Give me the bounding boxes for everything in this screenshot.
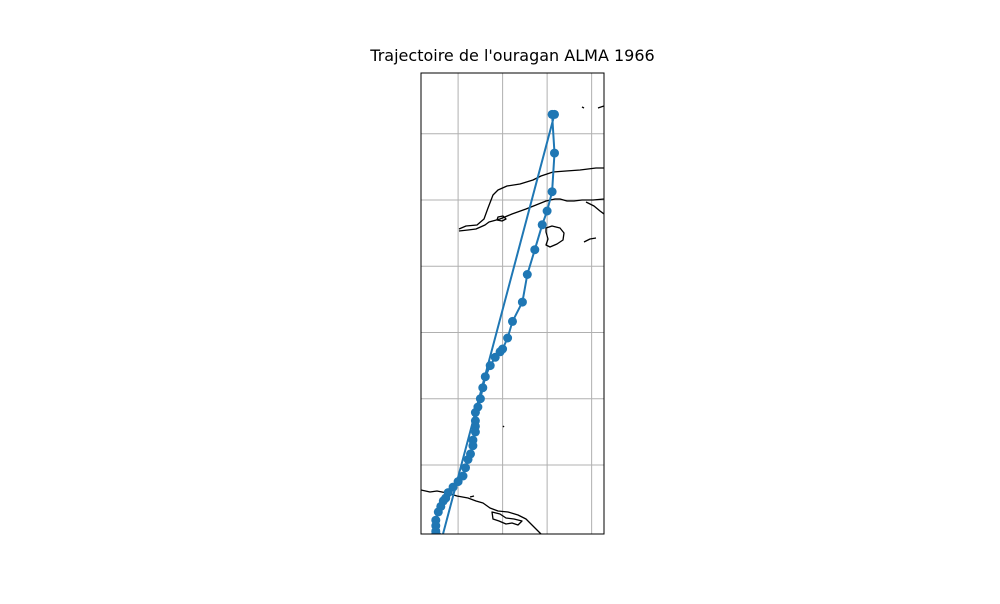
track-line-0 [434, 114, 556, 534]
track-point [468, 441, 478, 451]
coastline-bahamas-1 [581, 106, 585, 109]
coastline-panama [421, 489, 542, 534]
hurricane-track [431, 109, 559, 547]
coastline-islet [469, 495, 475, 498]
track-point [550, 109, 559, 119]
coastline-panama-bay [491, 511, 523, 526]
track-point [547, 187, 557, 197]
axes-frame [420, 72, 605, 535]
coastlines [421, 105, 604, 534]
track-point [522, 270, 532, 279]
coastline-hispaniola [583, 237, 597, 243]
track-point [480, 372, 490, 382]
track-point [517, 297, 527, 307]
coastline-cuba [458, 167, 604, 230]
track-point [542, 206, 552, 216]
track-point [530, 245, 540, 255]
track-point [475, 394, 485, 404]
coastline-isla-juventud [496, 215, 507, 222]
track-point [537, 220, 547, 230]
map-gridlines [421, 73, 604, 534]
track-point [470, 427, 480, 437]
track-point [436, 538, 445, 547]
track-point [503, 333, 513, 343]
track-point [490, 352, 500, 362]
track-point [508, 316, 517, 326]
track-point [470, 408, 480, 417]
track-point [550, 148, 559, 158]
track-point [461, 463, 470, 473]
track-point [478, 383, 488, 393]
track-point [463, 455, 473, 464]
coastline-isla-small [502, 425, 505, 428]
track-point [485, 361, 495, 371]
coastline-jamaica [545, 225, 565, 248]
track-point [433, 507, 443, 517]
coastline-cuba-south [458, 198, 604, 232]
coastline-cuba-east [585, 201, 604, 215]
coastline-bahamas-2 [597, 105, 604, 109]
chart-title: Trajectoire de l'ouragan ALMA 1966 [370, 46, 655, 65]
